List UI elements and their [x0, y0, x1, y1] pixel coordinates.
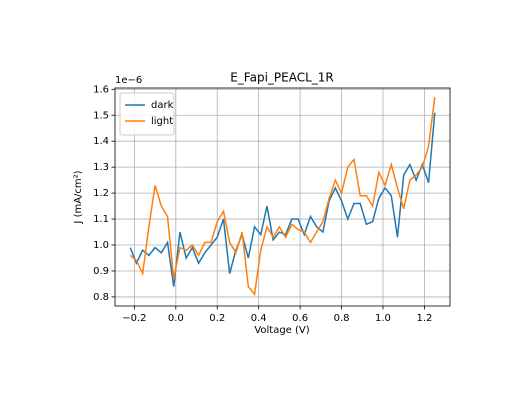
chart-title: E_Fapi_PEACL_1R: [230, 71, 334, 85]
y-tick-label: 1.3: [93, 162, 109, 173]
x-tick-label: 0.0: [168, 313, 184, 324]
x-tick-label: 1.2: [416, 313, 432, 324]
data-line: [129, 96, 436, 297]
x-tick-label: 0.2: [209, 313, 225, 324]
plot-frame: [114, 87, 451, 307]
y-tick-label: 1.4: [93, 136, 109, 147]
x-axis-label: Voltage (V): [254, 325, 309, 336]
x-tick-label: 0.6: [292, 313, 308, 324]
y-tick-label: 1.2: [93, 188, 109, 199]
x-tick-label: 1.0: [375, 313, 391, 324]
x-tick-label: −0.2: [122, 313, 146, 324]
y-tick-label: 1.0: [93, 240, 109, 251]
y-axis-label: J (mA/cm²): [73, 170, 84, 224]
y-tick-label: 1.1: [93, 214, 109, 225]
legend-label: dark: [151, 100, 174, 111]
legend-box: [119, 92, 175, 136]
y-tick-label: 1.5: [93, 110, 109, 121]
x-tick-label: 0.8: [334, 313, 350, 324]
y-tick-label: 0.8: [93, 292, 109, 303]
x-tick-label: 0.4: [251, 313, 267, 324]
legend-label: light: [151, 116, 173, 127]
y-tick-label: 1.6: [93, 84, 109, 95]
y-offset-label: 1e−6: [115, 75, 142, 86]
y-tick-label: 0.9: [93, 266, 109, 277]
legend: dark light: [119, 92, 175, 136]
